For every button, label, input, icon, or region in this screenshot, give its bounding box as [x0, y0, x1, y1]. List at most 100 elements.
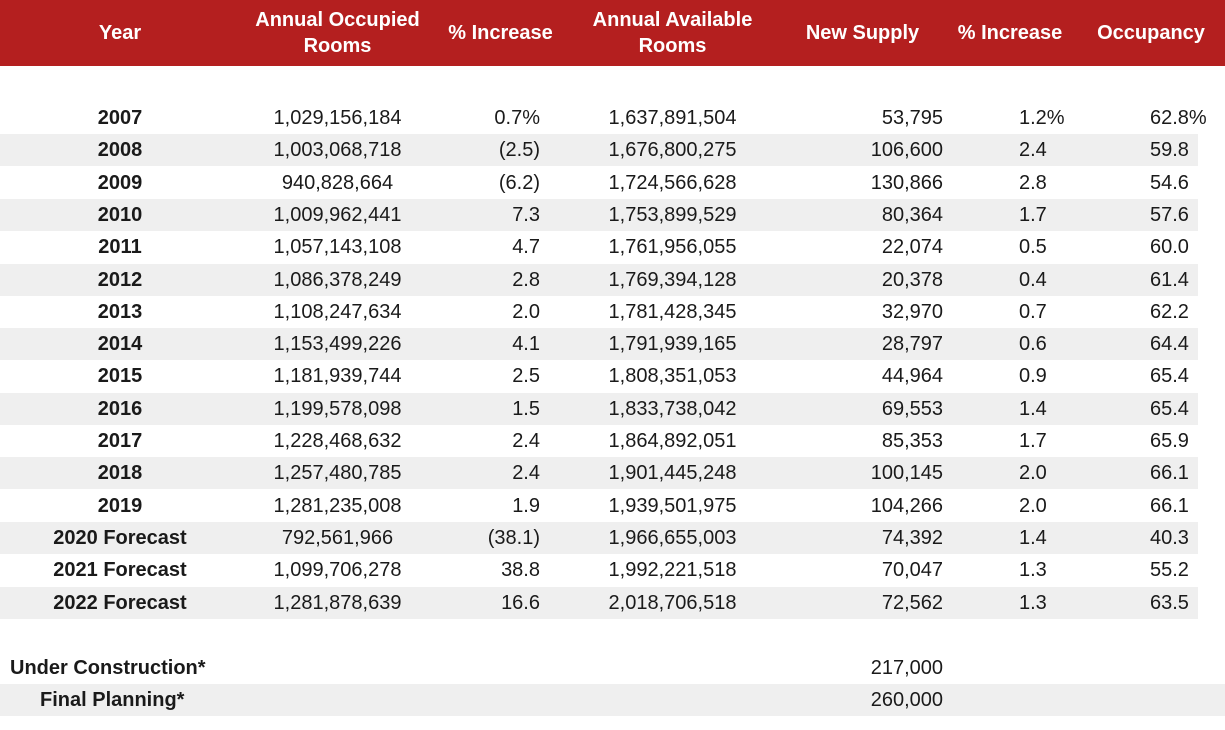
cell-occupancy: 60.0 [1150, 236, 1189, 259]
cell-occupancy: 65.4 [1150, 397, 1189, 420]
cell-annual-occupied-rooms: 1,228,468,632 [273, 430, 402, 452]
footer-new-supply: 217,000 [870, 657, 943, 679]
cell-year: 2019 [97, 494, 143, 517]
footer-label: Under Construction* [10, 657, 206, 679]
cell-new-supply: 70,047 [881, 559, 943, 582]
cell-annual-available-rooms: 1,761,956,055 [608, 236, 737, 259]
cell-occupancy: 54.6 [1150, 171, 1189, 194]
cell-annual-available-rooms: 1,781,428,345 [608, 300, 737, 323]
cell-new-supply: 22,074 [881, 236, 943, 259]
table-row: 2017 1,228,468,632 2.4 1,864,892,051 85,353 1… [0, 425, 1198, 457]
cell-year: 2008 [97, 139, 143, 162]
table-row: 2019 1,281,235,008 1.9 1,939,501,975 104,266… [0, 490, 1198, 522]
cell-percent-increase-occupied: 2.8 [512, 268, 540, 291]
cell-percent-increase-occupied: 2.0 [512, 300, 540, 323]
cell-percent-increase-occupied: (6.2) [498, 171, 540, 194]
cell-annual-available-rooms: 1,992,221,518 [608, 559, 737, 582]
cell-annual-occupied-rooms: 792,561,966 [281, 526, 394, 549]
cell-year: 2012 [97, 268, 143, 291]
cell-occupancy: 64.4 [1150, 333, 1189, 356]
table-row: 2015 1,181,939,744 2.5 1,808,351,053 44,964 0… [0, 360, 1198, 392]
cell-annual-available-rooms: 1,753,899,529 [608, 203, 737, 226]
cell-percent-increase-occupied: 4.1 [512, 333, 540, 356]
cell-annual-occupied-rooms: 940,828,664 [281, 171, 394, 194]
table-header: Year Annual Occupied Rooms % Increase An… [0, 0, 1225, 66]
cell-occupancy: 62.8% [1150, 107, 1207, 129]
cell-percent-increase-supply: 1.4 [1019, 526, 1047, 549]
table-row: 2014 1,153,499,226 4.1 1,791,939,165 28,797 0… [0, 328, 1198, 361]
cell-occupancy: 55.2 [1150, 559, 1189, 582]
cell-annual-occupied-rooms: 1,057,143,108 [273, 236, 402, 259]
cell-percent-increase-occupied: (38.1) [487, 526, 540, 549]
cell-annual-available-rooms: 2,018,706,518 [608, 591, 737, 614]
table-row: 2021 Forecast 1,099,706,278 38.8 1,992,221,… [0, 554, 1198, 586]
cell-new-supply: 100,145 [870, 462, 943, 485]
cell-occupancy: 40.3 [1150, 526, 1189, 549]
header-new-supply: New Supply [805, 22, 920, 44]
cell-percent-increase-supply: 0.9 [1019, 365, 1047, 388]
header-year: Year [98, 22, 142, 44]
cell-annual-occupied-rooms: 1,281,235,008 [273, 494, 402, 517]
cell-percent-increase-occupied: 16.6 [501, 591, 540, 614]
cell-new-supply: 53,795 [881, 107, 943, 129]
cell-percent-increase-occupied: 0.7% [494, 107, 540, 129]
cell-annual-available-rooms: 1,966,655,003 [608, 526, 737, 549]
table-row: 2016 1,199,578,098 1.5 1,833,738,042 69,553 1… [0, 392, 1198, 425]
cell-occupancy: 63.5 [1150, 591, 1189, 614]
cell-annual-available-rooms: 1,724,566,628 [608, 171, 737, 194]
cell-percent-increase-occupied: 7.3 [512, 203, 540, 226]
cell-percent-increase-occupied: 1.9 [512, 494, 540, 517]
cell-year: 2009 [97, 171, 143, 194]
cell-percent-increase-occupied: 4.7 [512, 236, 540, 259]
cell-year: 2016 [97, 397, 143, 420]
table-row: 2007 1,029,156,184 0.7% 1,637,891,504 53,795… [0, 102, 1207, 134]
footer-label: Final Planning* [40, 689, 185, 711]
footer-row: Final Planning* 260,000 [0, 684, 1225, 716]
cell-percent-increase-supply: 0.6 [1019, 333, 1047, 356]
cell-annual-available-rooms: 1,808,351,053 [608, 365, 737, 388]
cell-annual-available-rooms: 1,791,939,165 [608, 333, 737, 356]
cell-annual-occupied-rooms: 1,108,247,634 [273, 300, 402, 323]
cell-annual-available-rooms: 1,864,892,051 [608, 430, 737, 452]
cell-percent-increase-supply: 2.8 [1019, 171, 1047, 194]
table-row: 2011 1,057,143,108 4.7 1,761,956,055 22,074 0… [0, 231, 1198, 263]
cell-year: 2021 Forecast [53, 559, 187, 582]
cell-annual-available-rooms: 1,901,445,248 [608, 462, 737, 485]
header-annual-available-rooms: Annual Available Rooms [592, 9, 753, 57]
cell-percent-increase-supply: 1.4 [1019, 397, 1047, 420]
header-annual-occupied-rooms: Annual Occupied Rooms [255, 9, 420, 57]
cell-percent-increase-occupied: 2.4 [512, 462, 540, 485]
table-row: 2009 940,828,664 (6.2) 1,724,566,628 130,866… [0, 167, 1198, 199]
cell-annual-occupied-rooms: 1,003,068,718 [273, 139, 402, 162]
cell-annual-occupied-rooms: 1,009,962,441 [273, 203, 402, 226]
cell-occupancy: 61.4 [1150, 268, 1189, 291]
cell-percent-increase-supply: 0.7 [1019, 300, 1047, 323]
cell-annual-available-rooms: 1,637,891,504 [608, 107, 737, 129]
cell-new-supply: 85,353 [881, 430, 943, 452]
cell-annual-occupied-rooms: 1,199,578,098 [273, 397, 402, 420]
cell-percent-increase-supply: 2.4 [1019, 139, 1047, 162]
table-row: 2018 1,257,480,785 2.4 1,901,445,248 100,145… [0, 457, 1198, 490]
cell-year: 2018 [97, 462, 143, 485]
cell-new-supply: 32,970 [881, 300, 943, 323]
table-row: 2012 1,086,378,249 2.8 1,769,394,128 20,378 0… [0, 263, 1198, 296]
cell-occupancy: 66.1 [1150, 494, 1189, 517]
cell-percent-increase-supply: 0.4 [1019, 268, 1047, 291]
cell-annual-occupied-rooms: 1,099,706,278 [273, 559, 402, 582]
header-occupancy: Occupancy [1097, 22, 1205, 44]
footer-row: Under Construction* 217,000 [0, 652, 1225, 684]
cell-year: 2007 [97, 107, 143, 129]
cell-new-supply: 106,600 [870, 139, 943, 162]
cell-annual-occupied-rooms: 1,281,878,639 [273, 591, 402, 614]
cell-percent-increase-supply: 2.0 [1019, 494, 1047, 517]
cell-occupancy: 59.8 [1150, 139, 1189, 162]
table-row: 2020 Forecast 792,561,966 (38.1) 1,966,655,… [0, 521, 1198, 554]
cell-annual-occupied-rooms: 1,086,378,249 [273, 268, 402, 291]
cell-year: 2022 Forecast [53, 591, 187, 614]
cell-annual-available-rooms: 1,769,394,128 [608, 268, 737, 291]
cell-occupancy: 66.1 [1150, 462, 1189, 485]
cell-new-supply: 104,266 [870, 494, 943, 517]
cell-percent-increase-supply: 1.3 [1019, 591, 1047, 614]
cell-new-supply: 80,364 [881, 203, 943, 226]
cell-annual-occupied-rooms: 1,257,480,785 [273, 462, 402, 485]
